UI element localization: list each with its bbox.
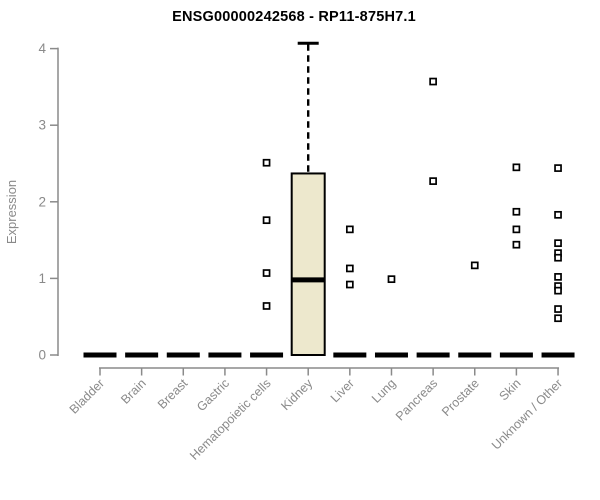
outlier-point-pancreas	[429, 177, 437, 185]
outlier-point-unknown-other	[554, 314, 562, 323]
y-tick-label: 1	[38, 271, 46, 286]
x-tick-label-liver: Liver	[328, 376, 357, 405]
y-tick-label: 3	[38, 118, 46, 133]
x-tick-label-skin: Skin	[496, 376, 523, 403]
outlier-point-unknown-other	[554, 164, 562, 172]
outlier-point-unknown-other	[554, 253, 562, 262]
chart-title: ENSG00000242568 - RP11-875H7.1	[172, 9, 416, 25]
outlier-point-hematopoietic-cells	[262, 269, 271, 277]
x-tick-label-lung: Lung	[369, 376, 399, 406]
outlier-point-hematopoietic-cells	[262, 302, 271, 310]
y-tick-label: 4	[38, 41, 46, 56]
outlier-point-prostate	[470, 261, 479, 270]
x-tick-label-hematopoietic-cells: Hematopoietic cells	[187, 376, 274, 463]
outlier-point-lung	[387, 275, 396, 284]
y-tick-label: 0	[38, 348, 46, 363]
x-tick-label-breast: Breast	[155, 376, 191, 412]
outlier-point-liver	[345, 280, 354, 289]
x-tick-label-brain: Brain	[118, 376, 149, 407]
x-tick-label-pancreas: Pancreas	[393, 376, 440, 423]
outlier-point-unknown-other	[554, 305, 562, 313]
outlier-point-skin	[512, 240, 521, 249]
outlier-point-skin	[512, 225, 521, 234]
outlier-point-liver	[345, 225, 354, 234]
outlier-point-pancreas	[429, 77, 437, 86]
outlier-point-hematopoietic-cells	[262, 216, 271, 225]
outlier-point-unknown-other	[554, 286, 562, 295]
outlier-point-skin	[512, 163, 521, 172]
outlier-point-unknown-other	[554, 273, 562, 281]
outlier-point-hematopoietic-cells	[262, 158, 271, 167]
box-kidney	[290, 172, 326, 356]
y-tick-label: 2	[38, 194, 46, 209]
outlier-point-unknown-other	[554, 239, 562, 248]
outlier-point-unknown-other	[554, 210, 562, 219]
y-axis-label: Expression	[4, 180, 19, 244]
x-tick-label-gastric: Gastric	[194, 376, 232, 414]
x-tick-label-prostate: Prostate	[439, 376, 482, 419]
x-tick-label-unknown-other: Unknown / Other	[489, 376, 565, 452]
outlier-point-liver	[345, 264, 354, 273]
x-tick-label-kidney: Kidney	[278, 376, 315, 413]
outlier-point-skin	[512, 207, 521, 216]
x-tick-label-bladder: Bladder	[67, 376, 107, 416]
